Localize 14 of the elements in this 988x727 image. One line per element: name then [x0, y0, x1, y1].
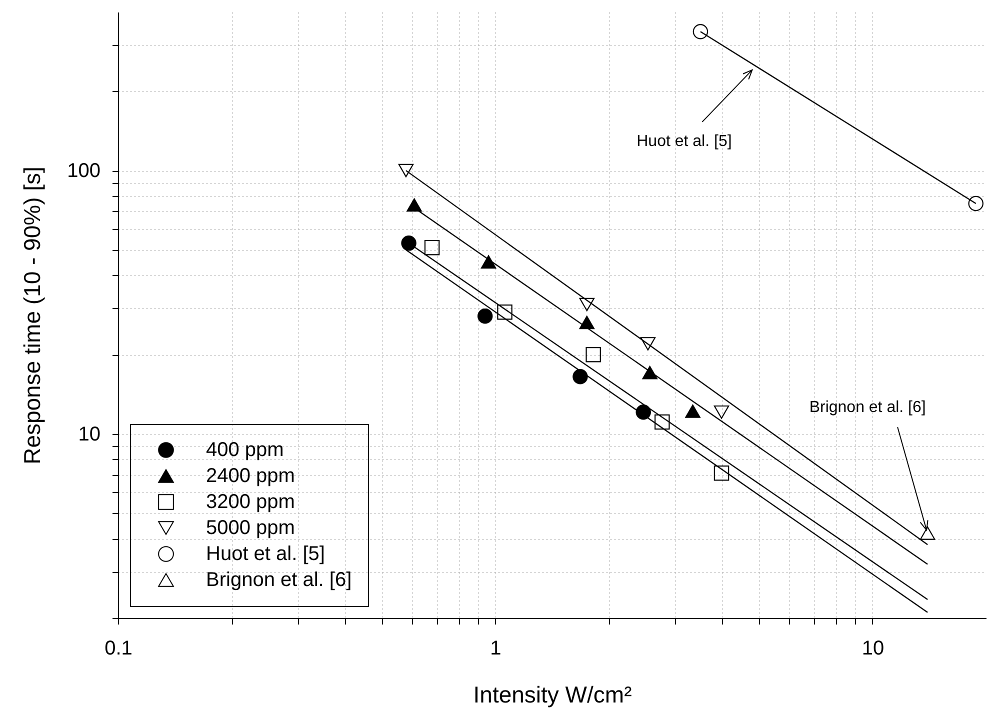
annotation: Huot et al. [5] — [636, 132, 732, 150]
y-axis-title: Response time (10 - 90%) [s] — [19, 166, 46, 464]
x-tick-label: 1 — [490, 638, 502, 660]
legend-label: 5000 ppm — [206, 517, 295, 539]
legend-label: Brignon et al. [6] — [206, 569, 352, 591]
legend-label: 400 ppm — [206, 439, 284, 461]
x-tick-label: 0.1 — [104, 638, 132, 660]
legend-label: 3200 ppm — [206, 491, 295, 513]
legend-label: 2400 ppm — [206, 465, 295, 487]
legend-label: Huot et al. [5] — [206, 543, 325, 565]
x-tick-label: 10 — [862, 638, 884, 660]
y-tick-label: 100 — [67, 160, 100, 182]
annotation: Brignon et al. [6] — [809, 399, 926, 416]
x-axis-title: Intensity W/cm² — [473, 682, 632, 708]
